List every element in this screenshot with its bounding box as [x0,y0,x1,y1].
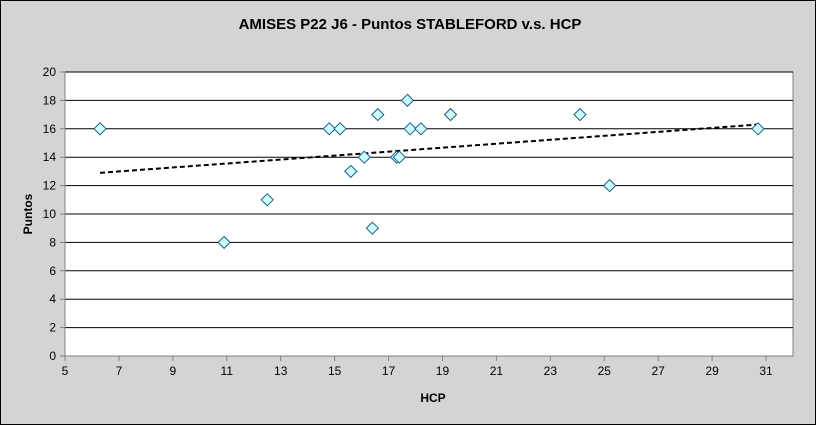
x-tick-label: 25 [598,364,612,378]
y-tick-label: 20 [43,65,57,79]
chart-title: AMISES P22 J6 - Puntos STABLEFORD v.s. H… [239,16,582,33]
data-point-marker [403,122,417,136]
x-tick-label: 31 [759,364,773,378]
y-tick-label: 12 [43,179,57,193]
y-axis-label: Puntos [21,193,35,234]
x-tick-label: 7 [116,364,123,378]
y-tick-label: 16 [43,122,57,136]
x-tick-label: 21 [490,364,504,378]
data-point-marker [365,221,380,235]
data-points [93,93,765,250]
data-point-marker [344,164,358,179]
x-tick-label: 27 [652,364,666,378]
x-tick-label: 5 [62,364,69,378]
data-point-marker [414,122,428,136]
y-tick-label: 6 [49,264,56,278]
data-point-marker [357,150,371,164]
y-tick-label: 10 [43,207,57,221]
data-point-marker [93,122,107,136]
x-tick-label: 17 [382,364,396,378]
x-tick-label: 19 [436,364,450,378]
data-point-marker [392,150,407,164]
y-tick-label: 8 [49,235,56,249]
x-tick-label: 23 [544,364,558,378]
x-tick-label: 9 [170,364,177,378]
trendline [99,123,759,174]
y-tick-label: 4 [49,292,56,306]
data-point-marker [371,107,385,122]
data-point-marker [751,122,765,136]
data-point-marker [260,193,274,207]
data-point-marker [400,93,415,108]
x-tick-label: 13 [274,364,288,378]
y-tick-label: 14 [43,150,57,164]
data-point-marker [333,122,347,136]
x-tick-label: 29 [705,364,719,378]
data-point-marker [573,107,587,122]
x-axis-label: HCP [420,391,445,405]
axes [60,71,793,361]
data-point-marker [217,235,231,250]
y-tick-label: 0 [49,349,56,363]
y-tick-label: 2 [49,321,56,335]
trendline-group [99,123,759,174]
data-point-marker [602,178,617,193]
data-point-marker [322,122,336,136]
y-tick-label: 18 [43,93,57,107]
x-tick-label: 15 [328,364,342,378]
data-point-marker [443,107,458,122]
x-tick-label: 11 [221,364,234,378]
tick-labels: 0 2 4 6 8 10 12 14 16 18 20 5 7 9 11 13 15 17 19 21 23 25 27 29… [43,65,773,378]
